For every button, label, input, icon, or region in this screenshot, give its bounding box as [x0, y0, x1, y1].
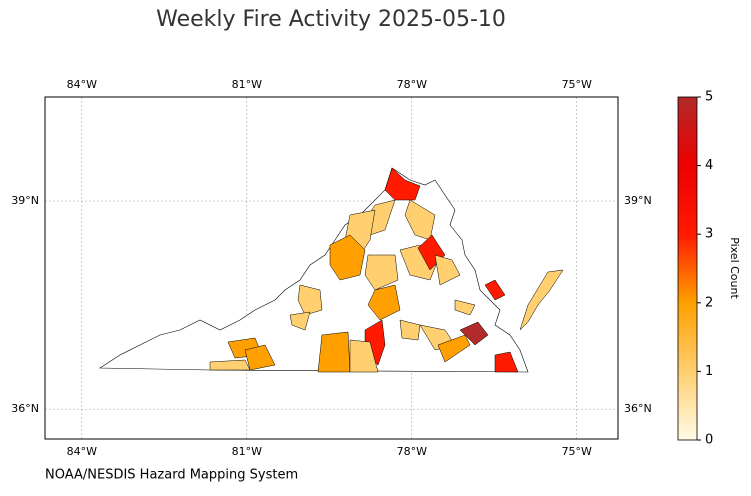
- chart-title: Weekly Fire Activity 2025-05-10: [156, 7, 506, 32]
- county-region: [404, 199, 436, 241]
- colorbar-tick-label: 3: [705, 227, 713, 242]
- colorbar-tick-label: 0: [705, 433, 713, 448]
- county-region: [317, 331, 351, 373]
- county-region: [244, 344, 276, 371]
- x-tick-label: 75°W: [562, 78, 592, 91]
- y-tick-label: 36°N: [11, 402, 39, 415]
- colorbar-tick-label: 5: [705, 90, 713, 105]
- county-region: [209, 359, 251, 371]
- colorbar-tick-label: 2: [705, 295, 713, 310]
- county-region: [329, 234, 366, 281]
- source-note: NOAA/NESDIS Hazard Mapping System: [45, 468, 298, 483]
- x-tick-label: 78°W: [397, 78, 427, 91]
- county-region: [437, 334, 471, 363]
- county-region: [454, 299, 476, 316]
- county-region: [367, 284, 401, 321]
- x-tick-label: 75°W: [562, 445, 592, 458]
- county-region: [364, 254, 399, 291]
- county-region: [494, 351, 519, 373]
- county-region: [297, 284, 323, 316]
- y-tick-label: 39°N: [11, 194, 39, 207]
- county-region: [434, 254, 461, 286]
- y-tick-label: 36°N: [624, 402, 652, 415]
- county-region: [459, 321, 489, 346]
- map-border: [44, 96, 619, 440]
- county-region: [399, 319, 421, 341]
- x-tick-label: 84°W: [67, 445, 97, 458]
- county-region: [384, 167, 421, 201]
- colorbar-tick-label: 4: [705, 158, 713, 173]
- county-region: [349, 339, 379, 373]
- x-tick-label: 81°W: [232, 445, 262, 458]
- x-tick-label: 84°W: [67, 78, 97, 91]
- colorbar-tick-label: 1: [705, 364, 713, 379]
- y-tick-label: 39°N: [624, 194, 652, 207]
- colorbar-label: Pixel Count: [728, 237, 741, 299]
- x-tick-label: 78°W: [397, 445, 427, 458]
- x-tick-label: 81°W: [232, 78, 262, 91]
- county-region: [289, 311, 311, 331]
- county-region: [484, 279, 506, 301]
- county-region: [519, 269, 564, 331]
- colorbar: [677, 96, 698, 441]
